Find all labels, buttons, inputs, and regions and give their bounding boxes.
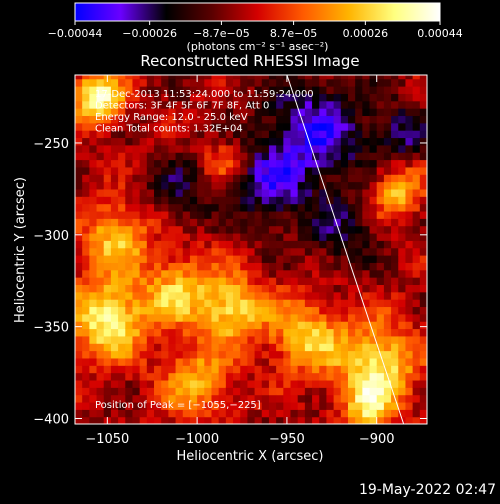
y-axis-label: Heliocentric Y (arcsec) (13, 177, 28, 323)
colorbar: −0.00044 −0.00026 −8.7e−05 8.7e−05 0.00026 0.… (48, 2, 463, 53)
timestamp: 19-May-2022 02:47 (358, 482, 496, 498)
colorbar-unit-label: (photons cm⁻² s⁻¹ asec⁻²) (187, 40, 329, 53)
plot-area: −1050 −1000 −950 −900 −250 −300 −350 −400 17-Dec… (33, 74, 428, 447)
chart-title: Reconstructed RHESSI Image (140, 52, 359, 70)
y-tick-label: −250 (33, 137, 69, 152)
y-tick-label: −300 (33, 229, 69, 244)
annotation-line: 17-Dec-2013 11:53:24.000 to 11:59:24.000 (95, 89, 314, 100)
annotation-line: Energy Range: 12.0 - 25.0 keV (95, 112, 248, 123)
annotation-line: Clean Total counts: 1.32E+04 (95, 124, 243, 135)
solar-limb-line (286, 75, 405, 424)
colorbar-tick-label: 0.00026 (343, 27, 389, 40)
colorbar-tick-label: 0.00044 (417, 27, 463, 40)
colorbar-tick-label: −0.00044 (48, 27, 103, 40)
annotation-line: Detectors: 3F 4F 5F 6F 7F 8F, Att 0 (95, 101, 269, 112)
colorbar-tick-label: 8.7e−05 (270, 27, 317, 40)
x-tick-label: −1000 (175, 432, 219, 447)
plot-frame (74, 74, 428, 425)
x-tick-label: −1050 (85, 432, 129, 447)
colorbar-tick-label: −8.7e−05 (193, 27, 250, 40)
y-tick-label: −400 (33, 412, 69, 427)
x-tick-label: −950 (269, 432, 305, 447)
colorbar-tick-label: −0.00026 (122, 27, 177, 40)
x-axis-label: Heliocentric X (arcsec) (177, 449, 324, 464)
x-tick-label: −900 (359, 432, 395, 447)
y-tick-label: −350 (33, 321, 69, 336)
peak-position-label: Position of Peak = [−1055,−225] (95, 400, 261, 411)
heatmap-image (75, 75, 427, 424)
colorbar-gradient (74, 2, 441, 22)
